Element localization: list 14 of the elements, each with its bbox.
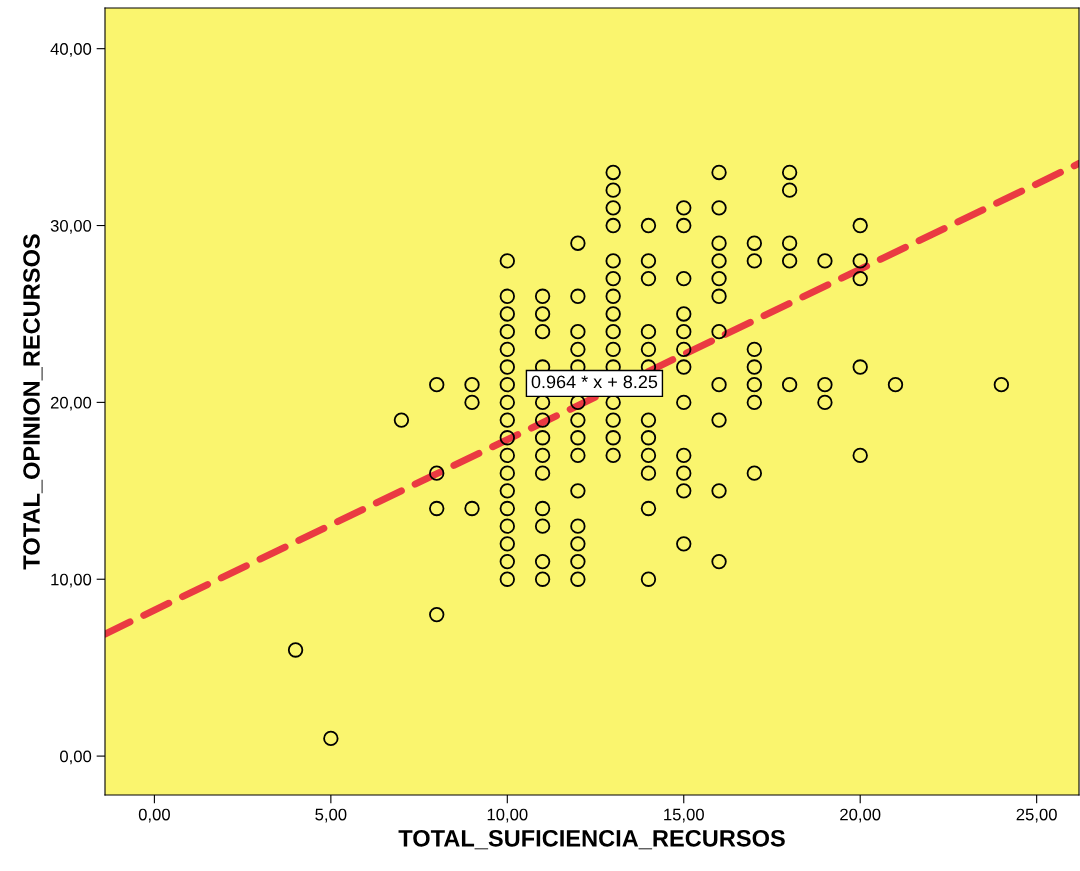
x-tick-label: 20,00 — [840, 808, 881, 823]
annotation: 0.964 * x + 8.25 — [531, 375, 658, 389]
x-tick-label: 0,00 — [138, 808, 170, 823]
x-tick-label: 15,00 — [664, 808, 704, 823]
y-axis-title: TOTAL_OPINION_RECURSOS — [23, 234, 43, 570]
x-tick-label: 25,00 — [1016, 808, 1057, 823]
y-tick-label: 20,00 — [50, 396, 92, 411]
x-axis-title: TOTAL_SUFICIENCIA_RECURSOS — [398, 829, 785, 850]
y-tick-label: 40,00 — [50, 43, 92, 57]
x-tick-label: 5,00 — [315, 808, 347, 823]
y-tick-label: 10,00 — [51, 573, 92, 588]
y-tick-label: 30,00 — [50, 219, 92, 234]
y-tick-label: 0,00 — [60, 750, 92, 765]
x-tick-label: 10,00 — [487, 808, 528, 823]
